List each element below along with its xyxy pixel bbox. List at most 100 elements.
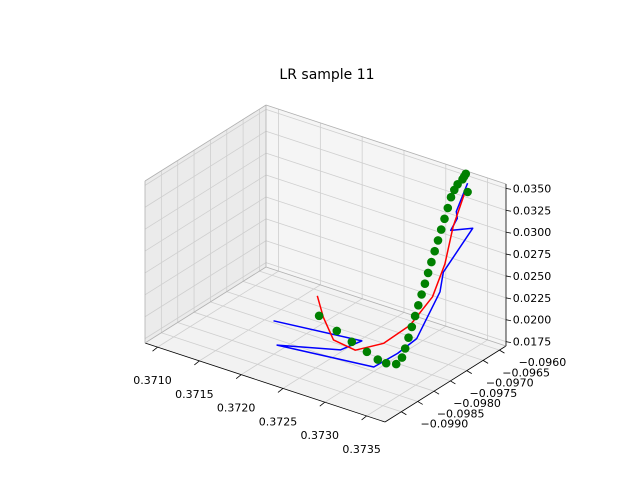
y-axis-line bbox=[384, 345, 507, 423]
scatter-point bbox=[410, 311, 420, 321]
scatter-point bbox=[391, 359, 401, 369]
pane-edge bbox=[144, 266, 267, 344]
grid-line bbox=[144, 109, 267, 186]
z-tick-label: 0.0250 bbox=[513, 270, 552, 283]
x-tick-label: 0.3725 bbox=[259, 415, 298, 428]
x-tick-mark bbox=[194, 360, 200, 366]
grid-line bbox=[265, 240, 507, 321]
z-tick-label: 0.0200 bbox=[513, 314, 552, 327]
grid-line bbox=[144, 174, 267, 252]
left-pane bbox=[145, 105, 266, 343]
grid-line bbox=[366, 339, 488, 417]
grid-line bbox=[240, 298, 363, 375]
scatter-point bbox=[446, 192, 456, 202]
x-tick-mark bbox=[319, 401, 326, 407]
y-tick-mark bbox=[401, 411, 407, 416]
y-tick-label: −0.0985 bbox=[437, 407, 485, 420]
scatter-point bbox=[414, 301, 423, 310]
z-tick-label: 0.0175 bbox=[513, 336, 552, 349]
pane-edge bbox=[144, 104, 267, 182]
scatter-point bbox=[430, 246, 440, 256]
z-tick-mark bbox=[505, 297, 512, 300]
z-tick-mark bbox=[505, 253, 512, 256]
y-tick-label: −0.0960 bbox=[519, 356, 567, 369]
axes-grid bbox=[144, 108, 507, 417]
grid-line bbox=[144, 196, 267, 274]
floor-pane bbox=[145, 267, 506, 422]
grid-line bbox=[144, 130, 267, 208]
chart-title: LR sample 11 bbox=[279, 67, 374, 83]
scatter-point bbox=[433, 236, 443, 245]
scatter-point bbox=[381, 358, 391, 368]
grid-line bbox=[226, 291, 467, 372]
scatter-point bbox=[407, 322, 417, 332]
z-tick-mark bbox=[505, 319, 512, 322]
z-tick-label: 0.0300 bbox=[513, 226, 552, 239]
z-tick-label: 0.0275 bbox=[513, 248, 552, 261]
scatter-point bbox=[440, 214, 449, 224]
scatter-point bbox=[347, 337, 357, 347]
scatter-point bbox=[417, 290, 426, 299]
scatter-point bbox=[420, 279, 430, 289]
z-tick-label: 0.0350 bbox=[513, 182, 552, 195]
y-tick-mark bbox=[450, 380, 456, 385]
x-tick-mark bbox=[277, 388, 284, 393]
x-tick-label: 0.3730 bbox=[301, 429, 340, 442]
y-tick-mark bbox=[499, 349, 505, 354]
scatter-point bbox=[332, 326, 342, 336]
y-tick-mark bbox=[433, 390, 440, 395]
z-tick-mark bbox=[505, 275, 512, 278]
grid-line bbox=[265, 262, 507, 343]
y-tick-mark bbox=[482, 360, 489, 364]
x-axis-line bbox=[144, 342, 386, 423]
grid-line bbox=[193, 311, 435, 392]
z-tick-label: 0.0325 bbox=[513, 204, 552, 217]
grid-line bbox=[177, 322, 418, 402]
scatter-point bbox=[362, 347, 372, 357]
grid-line bbox=[144, 218, 267, 296]
y-tick-label: −0.0970 bbox=[486, 377, 534, 390]
scatter-point bbox=[397, 353, 407, 362]
grid-line bbox=[157, 270, 279, 348]
scatter-point bbox=[443, 203, 453, 213]
grid-line bbox=[265, 130, 507, 211]
scatter-point bbox=[400, 344, 410, 353]
grid-line bbox=[144, 262, 267, 339]
grid-line bbox=[144, 152, 267, 230]
x-tick-label: 0.3720 bbox=[217, 402, 256, 415]
z-tick-mark bbox=[505, 209, 512, 212]
z-tick-mark bbox=[505, 187, 512, 190]
scatter-point bbox=[427, 257, 436, 267]
grid-line bbox=[265, 152, 507, 233]
x-tick-label: 0.3715 bbox=[175, 388, 214, 401]
scatter-point bbox=[463, 187, 472, 197]
y-tick-label: −0.0990 bbox=[420, 418, 468, 431]
plot-area bbox=[273, 169, 474, 369]
pane-edge bbox=[265, 266, 507, 347]
x-tick-label: 0.3710 bbox=[133, 374, 172, 387]
z-tick-mark bbox=[505, 341, 512, 344]
y-tick-mark bbox=[466, 370, 472, 374]
series-line-0 bbox=[273, 182, 474, 368]
grid-line bbox=[144, 240, 267, 318]
grid-line bbox=[265, 218, 507, 299]
grid-line bbox=[259, 270, 500, 351]
grid-line bbox=[199, 284, 321, 362]
z-tick-label: 0.0225 bbox=[513, 292, 552, 305]
x-tick-mark bbox=[152, 346, 158, 352]
scatter-point bbox=[314, 311, 324, 321]
grid-line bbox=[265, 196, 507, 277]
series-line-1 bbox=[316, 193, 466, 351]
x-tick-label: 0.3735 bbox=[342, 443, 381, 456]
grid-line bbox=[161, 332, 402, 413]
grid-line bbox=[265, 174, 507, 255]
scatter-point bbox=[450, 185, 459, 195]
grid-line bbox=[242, 280, 484, 361]
scatter-point bbox=[404, 333, 413, 343]
grid-line bbox=[282, 312, 405, 389]
scatter-point bbox=[423, 268, 433, 278]
y-tick-label: −0.0965 bbox=[502, 366, 550, 379]
y-tick-mark bbox=[417, 401, 423, 405]
